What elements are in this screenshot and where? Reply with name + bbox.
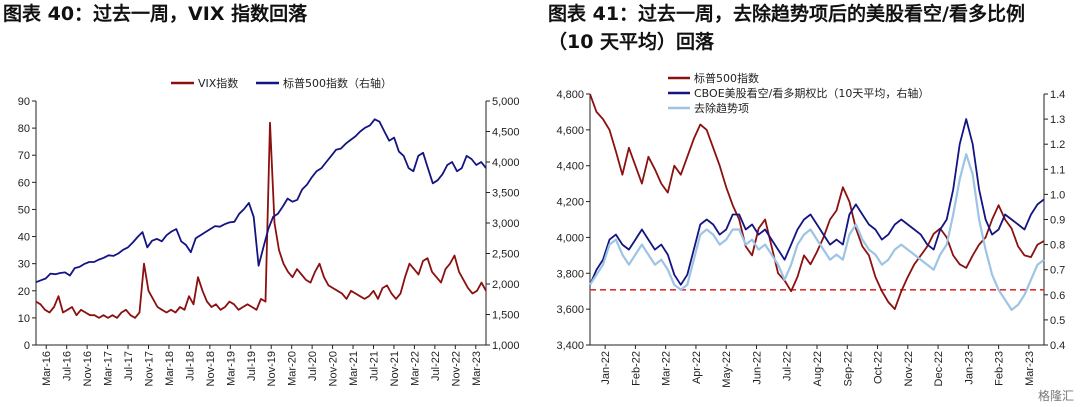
left-chart-right-tick-label: 2,500 xyxy=(492,249,520,261)
right-chart-left-tick-label: 3,600 xyxy=(556,304,584,316)
right-chart-right-tick-label: 0.6 xyxy=(1050,290,1065,302)
right-chart-x-tick-label: Jun-22 xyxy=(751,351,763,385)
right-chart-left-tick-label: 4,000 xyxy=(556,232,584,244)
left-chart-x-tick-label: Jul-21 xyxy=(369,351,381,381)
right-chart-x-tick-label: Oct-22 xyxy=(873,351,885,384)
left-chart-x-tick-label: Mar-21 xyxy=(348,351,360,386)
right-chart-series-line-1 xyxy=(589,93,1045,311)
left-chart-left-tick-label: 20 xyxy=(18,286,30,298)
right-chart-series-line-2 xyxy=(589,118,1045,286)
left-chart-series-line-2 xyxy=(35,118,487,284)
right-title-line-1: 图表 41：过去一周，去除趋势项后的美股看空/看多比例 xyxy=(548,3,1025,25)
right-chart-series-line-3 xyxy=(589,153,1045,311)
left-chart-x-tick-label: Mar-23 xyxy=(471,351,483,386)
left-chart-x-tick-label: Nov-16 xyxy=(82,351,94,386)
right-chart-x-tick-label: May-22 xyxy=(721,351,733,388)
left-chart-x-tick-label: Jul-18 xyxy=(184,351,196,381)
right-chart-right-tick-label: 0.4 xyxy=(1050,340,1065,352)
right-chart-x-tick-label: Jan-22 xyxy=(600,351,612,385)
right-chart-left-tick-label: 4,400 xyxy=(556,161,584,173)
right-chart-x-tick-label: Feb-22 xyxy=(630,351,642,386)
left-chart-x-tick-label: Mar-22 xyxy=(409,351,421,386)
right-chart-x-tick-label: Mar-23 xyxy=(1024,351,1036,386)
watermark-text: 格隆汇 xyxy=(1038,388,1074,403)
left-chart-left-tick-label: 90 xyxy=(18,96,30,108)
right-chart-left-tick-label: 4,200 xyxy=(556,197,584,209)
left-chart-series-line-1 xyxy=(35,121,487,319)
left-chart-left-tick-label: 60 xyxy=(18,177,30,189)
right-legend-label-detrended: 去除趋势项 xyxy=(694,101,749,115)
right-chart-right-tick-label: 1.1 xyxy=(1050,164,1065,176)
left-chart-right-tick-label: 4,000 xyxy=(492,157,520,169)
left-chart-x-tick-label: Jul-16 xyxy=(62,351,74,381)
left-chart-left-tick-label: 70 xyxy=(18,150,30,162)
left-chart-right-tick-label: 5,000 xyxy=(492,96,520,108)
right-chart-x-tick-label: Mar-22 xyxy=(661,351,673,386)
right-panel-title: 图表 41：过去一周，去除趋势项后的美股看空/看多比例 （10 天平均）回落 xyxy=(548,0,1080,56)
left-chart-left-tick-label: 10 xyxy=(18,313,30,325)
right-chart-left-tick-label: 4,600 xyxy=(556,125,584,137)
left-chart-x-tick-label: Mar-20 xyxy=(287,351,299,386)
right-chart-right-tick-label: 1.0 xyxy=(1050,189,1065,201)
left-chart-right-tick-label: 3,000 xyxy=(492,218,520,230)
right-chart-left-tick-label: 4,800 xyxy=(556,89,584,101)
left-chart-right-tick-label: 1,000 xyxy=(492,340,520,352)
left-legend-label-spx: 标普500指数（右轴） xyxy=(283,76,392,90)
right-chart-x-tick-label: Jul-22 xyxy=(782,351,794,381)
right-chart-right-tick-label: 0.5 xyxy=(1050,315,1065,327)
left-chart-x-tick-label: Nov-20 xyxy=(328,351,340,386)
right-title-line-2: （10 天平均）回落 xyxy=(548,31,715,53)
left-chart-x-tick-label: Mar-16 xyxy=(41,351,53,386)
left-chart-right-tick-label: 3,500 xyxy=(492,188,520,200)
right-chart-x-tick-label: Aug-22 xyxy=(812,351,824,386)
right-chart-x-tick-label: Sep-22 xyxy=(842,351,854,386)
right-chart-x-tick-label: Feb-23 xyxy=(994,351,1006,386)
left-chart-x-tick-label: Nov-19 xyxy=(266,351,278,386)
left-chart-left-tick-label: 40 xyxy=(18,232,30,244)
right-chart-right-tick-label: 0.9 xyxy=(1050,215,1065,227)
right-chart-x-tick-label: Dec-22 xyxy=(933,351,945,386)
left-chart-x-tick-label: Nov-18 xyxy=(205,351,217,386)
right-chart-right-tick-label: 0.8 xyxy=(1050,240,1065,252)
left-chart-x-tick-label: Jul-19 xyxy=(246,351,258,381)
left-chart-x-tick-label: Nov-22 xyxy=(450,351,462,386)
left-chart-x-tick-label: Mar-19 xyxy=(225,351,237,386)
left-chart-x-tick-label: Nov-21 xyxy=(389,351,401,386)
right-legend-label-ratio: CBOE美股看空/看多期权比（10天平均，右轴） xyxy=(694,86,929,100)
left-chart-x-tick-label: Jul-17 xyxy=(123,351,135,381)
left-chart-right-tick-label: 1,500 xyxy=(492,310,520,322)
right-chart-right-tick-label: 1.2 xyxy=(1050,139,1065,151)
left-legend-label-vix: VIX指数 xyxy=(198,76,238,90)
left-chart-right-tick-label: 2,000 xyxy=(492,279,520,291)
right-chart-x-tick-label: Nov-22 xyxy=(903,351,915,386)
right-chart-left-tick-label: 3,400 xyxy=(556,340,584,352)
left-chart-left-tick-label: 50 xyxy=(18,204,30,216)
right-chart-left-tick-label: 3,800 xyxy=(556,268,584,280)
left-chart-x-tick-label: Nov-17 xyxy=(144,351,156,386)
left-chart-x-tick-label: Jul-22 xyxy=(430,351,442,381)
left-panel-title: 图表 40：过去一周，VIX 指数回落 xyxy=(3,3,308,25)
right-legend-label-spx: 标普500指数 xyxy=(694,71,759,85)
right-chart-right-tick-label: 1.3 xyxy=(1050,114,1065,126)
left-chart-x-tick-label: Mar-17 xyxy=(103,351,115,386)
left-chart-left-tick-label: 0 xyxy=(24,340,30,352)
right-chart-right-tick-label: 1.4 xyxy=(1050,89,1065,101)
right-chart-x-tick-label: Jan-23 xyxy=(963,351,975,385)
left-chart-x-tick-label: Mar-18 xyxy=(164,351,176,386)
left-chart-right-tick-label: 4,500 xyxy=(492,127,520,139)
right-chart-right-tick-label: 0.7 xyxy=(1050,265,1065,277)
left-chart-left-tick-label: 30 xyxy=(18,259,30,271)
left-chart-x-tick-label: Jul-20 xyxy=(307,351,319,381)
left-chart-left-tick-label: 80 xyxy=(18,123,30,135)
right-chart-x-tick-label: Apr-22 xyxy=(691,351,703,384)
